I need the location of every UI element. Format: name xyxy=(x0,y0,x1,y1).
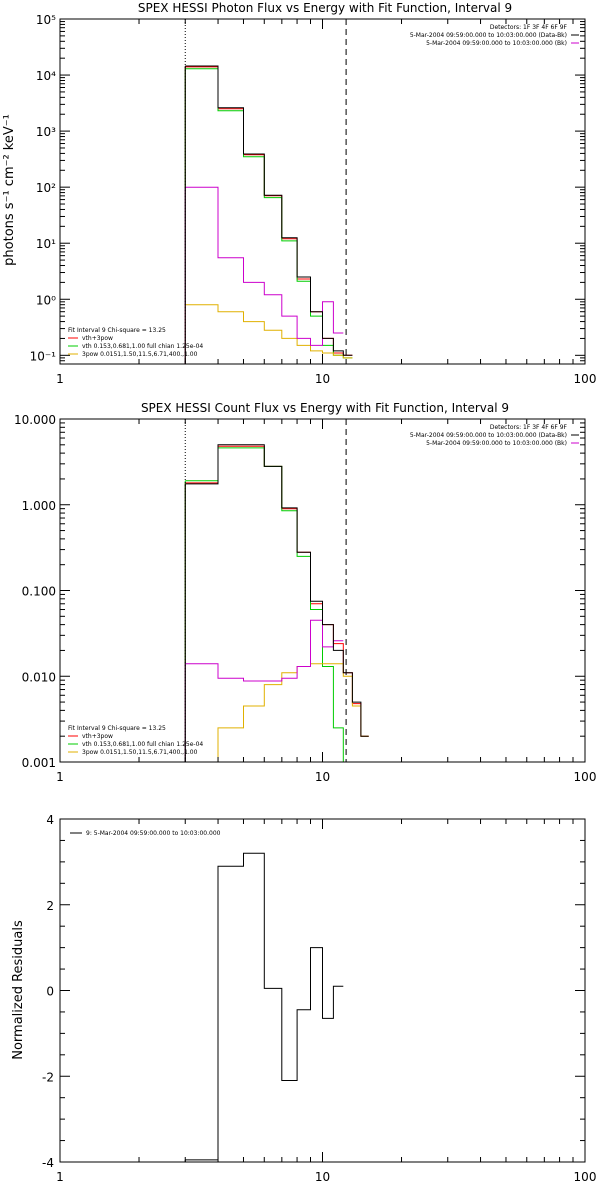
y-tick-label: 0.010 xyxy=(22,670,56,684)
photon-flux-panel: SPEX HESSI Photon Flux vs Energy with Fi… xyxy=(2,1,596,386)
legend-top-text: 5-Mar-2004 09:59:00.000 to 10:03:00.000 … xyxy=(410,32,567,39)
legend-bottom-text: vth 0.153,0.681,1.00 full chian 1.25e-04 xyxy=(82,343,203,350)
series-line-2 xyxy=(185,663,369,763)
residuals-y-axis-label: Normalized Residuals xyxy=(11,920,26,1060)
series-line-3 xyxy=(185,619,344,682)
series-line-0 xyxy=(185,445,369,737)
x-tick-label: 10 xyxy=(315,1170,330,1184)
y-tick-label: 10³ xyxy=(36,125,56,139)
series-line-1 xyxy=(185,447,353,763)
legend-top-text: 5-Mar-2004 09:59:00.000 to 10:03:00.000 … xyxy=(426,40,567,47)
legend-bottom-text: vth+3pow xyxy=(82,335,113,342)
residuals-panel: Normalized Residuals 1 10 100 -4 -2 0 2 4 9: 5-M… xyxy=(11,813,596,1184)
y-tick-label: 0.100 xyxy=(22,585,56,599)
y-tick-label: -4 xyxy=(42,1156,54,1170)
y-tick-label: 0.001 xyxy=(22,756,56,770)
photon-chart-title: SPEX HESSI Photon Flux vs Energy with Fi… xyxy=(138,1,512,15)
y-tick-label: 10⁻¹ xyxy=(30,349,57,363)
y-tick-label: 0 xyxy=(46,985,54,999)
y-tick-label: 4 xyxy=(46,813,54,827)
series-line-0 xyxy=(185,66,353,356)
count-chart-title: SPEX HESSI Count Flux vs Energy with Fit… xyxy=(141,401,509,415)
legend-bottom-text: vth+3pow xyxy=(82,733,113,740)
legend-top-left-text: 9: 5-Mar-2004 09:59:00.000 to 10:03:00.0… xyxy=(86,830,221,837)
legend-bottom-text: vth 0.153,0.681,1.00 full chian 1.25e-04 xyxy=(82,741,203,748)
x-tick-label: 1 xyxy=(56,1170,64,1184)
y-tick-label: 10¹ xyxy=(36,237,56,251)
y-tick-label: 10⁰ xyxy=(36,293,56,307)
y-tick-label: 10.000 xyxy=(14,413,56,427)
legend-top-text: 5-Mar-2004 09:59:00.000 to 10:03:00.000 … xyxy=(426,440,567,447)
photon-plot: 1 10 100 10⁻¹ 10⁰ 10¹ 10² 10³ 10⁴ 10⁵ Detectors: 1… xyxy=(30,13,597,386)
residuals-plot: 1 10 100 -4 -2 0 2 4 9: 5-Mar-2004 09:59:00.000 … xyxy=(42,813,596,1184)
legend-top-text: 5-Mar-2004 09:59:00.000 to 10:03:00.000 … xyxy=(410,432,567,439)
count-flux-panel: SPEX HESSI Count Flux vs Energy with Fit… xyxy=(14,401,596,784)
legend-bottom-text: Fit Interval 9 Chi-square = 13.25 xyxy=(68,725,166,732)
legend-bottom-text: 3pow 0.0151,1.50,11.5,6.71,400.,1.00 xyxy=(82,351,198,358)
y-tick-label: 10⁵ xyxy=(36,13,56,27)
x-tick-label: 100 xyxy=(574,372,597,386)
series-line-2 xyxy=(185,304,353,359)
x-tick-label: 100 xyxy=(574,770,597,784)
y-tick-label: 2 xyxy=(46,899,54,913)
x-tick-label: 10 xyxy=(315,372,330,386)
y-tick-label: 1.000 xyxy=(22,499,56,513)
series-line-0 xyxy=(185,852,344,1161)
axes-frame xyxy=(59,418,586,763)
x-tick-label: 10 xyxy=(315,770,330,784)
y-tick-label: 10² xyxy=(36,181,56,195)
legend-bottom-text: Fit Interval 9 Chi-square = 13.25 xyxy=(68,327,166,334)
count-plot: 1 10 100 0.001 0.010 0.100 1.000 10.000 Detector… xyxy=(14,413,596,784)
x-tick-label: 100 xyxy=(574,1170,597,1184)
series-line-4 xyxy=(185,444,369,737)
series-line-4 xyxy=(185,65,353,356)
y-tick-label: 10⁴ xyxy=(36,69,56,83)
series-line-3 xyxy=(185,186,344,346)
legend-top-text: Detectors: 1F 3F 4F 6F 9F xyxy=(490,24,568,31)
photon-y-axis-label: photons s⁻¹ cm⁻² keV⁻¹ xyxy=(2,114,17,266)
x-tick-label: 1 xyxy=(56,372,64,386)
y-tick-label: -2 xyxy=(42,1070,54,1084)
legend-bottom-text: 3pow 0.0151,1.50,11.5,6.71,400.,1.00 xyxy=(82,749,198,756)
series-line-1 xyxy=(185,68,353,359)
x-tick-label: 1 xyxy=(56,770,64,784)
legend-top-text: Detectors: 1F 3F 4F 6F 9F xyxy=(490,424,568,431)
